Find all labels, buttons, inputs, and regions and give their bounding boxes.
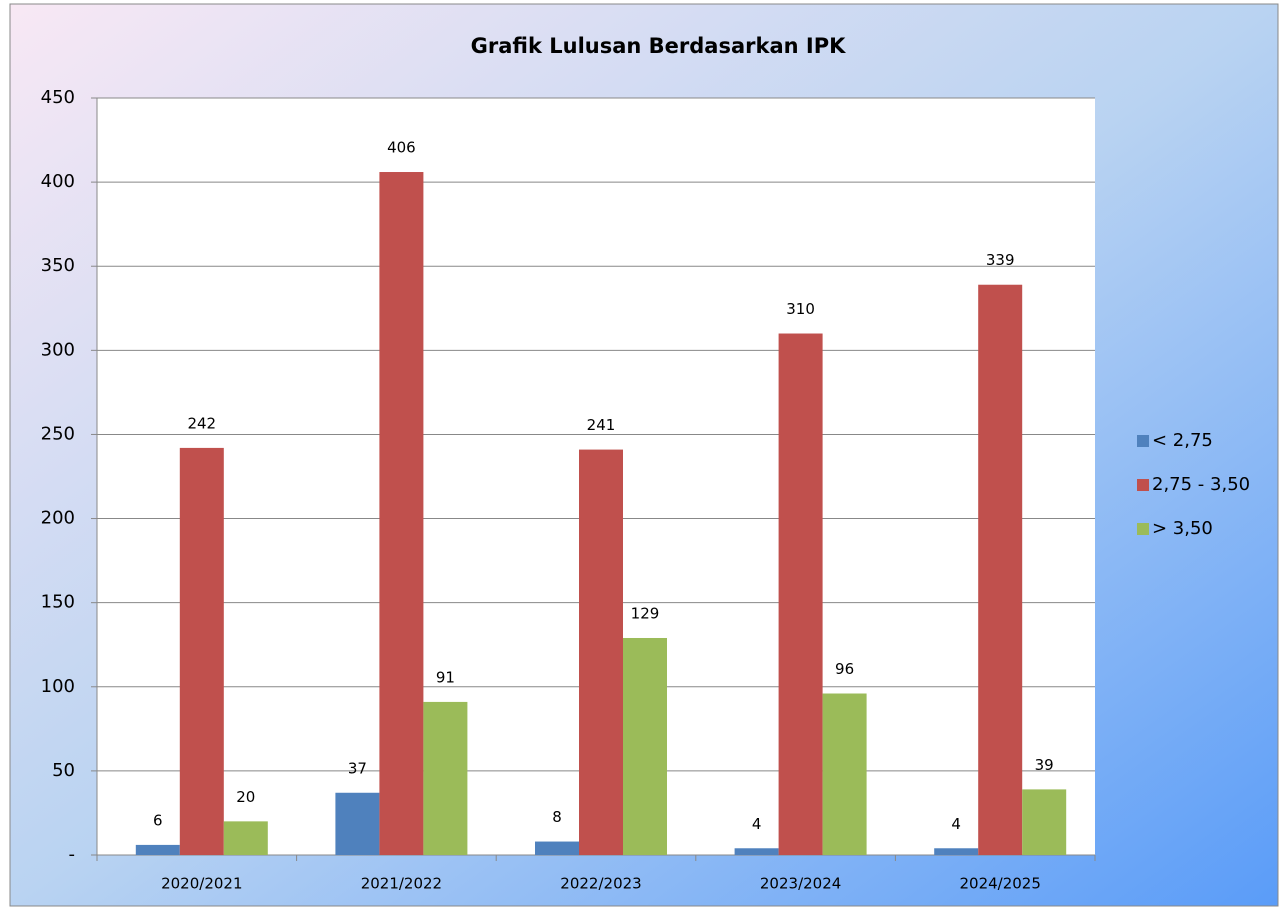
legend-swatch <box>1137 479 1149 491</box>
value-label: 8 <box>552 808 562 826</box>
value-label: 20 <box>236 788 255 806</box>
bar <box>978 284 1023 855</box>
value-label: 129 <box>631 604 660 622</box>
bar <box>535 841 579 855</box>
x-tick-label: 2021/2022 <box>361 875 442 893</box>
value-label: 37 <box>348 759 367 777</box>
bar <box>135 844 180 855</box>
bar <box>223 821 268 855</box>
value-label: 339 <box>986 251 1015 269</box>
y-tick-label: 150 <box>41 592 75 613</box>
legend-label: < 2,75 <box>1152 430 1213 451</box>
bar <box>335 792 380 855</box>
value-label: 4 <box>752 815 762 833</box>
y-tick-label: 450 <box>41 87 75 108</box>
y-tick-label: 350 <box>41 255 75 276</box>
bar <box>778 333 823 855</box>
chart-title: Grafik Lulusan Berdasarkan IPK <box>471 34 846 58</box>
x-tick-label: 2024/2025 <box>959 875 1040 893</box>
value-label: 4 <box>951 815 961 833</box>
x-tick-label: 2022/2023 <box>560 875 641 893</box>
value-label: 39 <box>1035 756 1054 774</box>
value-label: 6 <box>153 811 163 829</box>
value-label: 241 <box>587 416 616 434</box>
legend-swatch <box>1137 435 1149 447</box>
legend-swatch <box>1137 523 1149 535</box>
bar <box>734 848 779 855</box>
x-tick-label: 2023/2024 <box>760 875 841 893</box>
legend-label: > 3,50 <box>1152 518 1213 539</box>
bar <box>934 848 979 855</box>
bar <box>179 447 224 855</box>
value-label: 242 <box>187 414 216 432</box>
y-tick-label: 250 <box>41 423 75 444</box>
bar <box>379 172 424 856</box>
y-tick-label: 400 <box>41 171 75 192</box>
bar <box>423 701 468 855</box>
y-tick-label: 100 <box>41 676 75 697</box>
bar <box>822 693 867 855</box>
y-tick-label: - <box>69 844 76 865</box>
bar <box>579 449 623 855</box>
value-label: 96 <box>835 660 854 678</box>
legend-label: 2,75 - 3,50 <box>1152 474 1250 495</box>
bar <box>1022 789 1067 855</box>
y-tick-label: 300 <box>41 339 75 360</box>
value-label: 406 <box>387 139 416 157</box>
bar <box>623 637 667 855</box>
x-tick-label: 2020/2021 <box>161 875 242 893</box>
value-label: 91 <box>436 668 455 686</box>
value-label: 310 <box>786 300 815 318</box>
y-tick-label: 50 <box>52 760 75 781</box>
y-tick-label: 200 <box>41 508 75 529</box>
